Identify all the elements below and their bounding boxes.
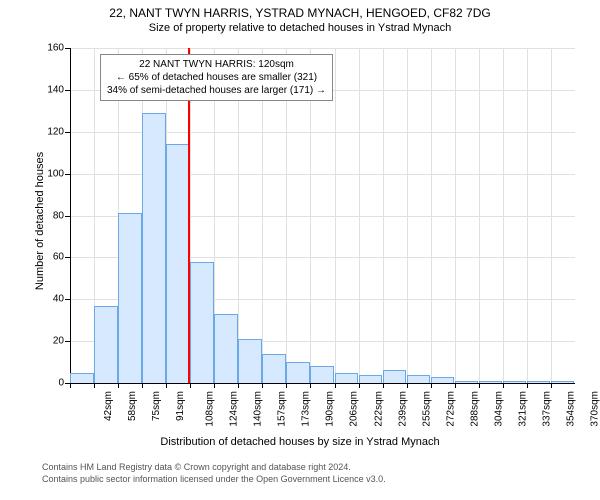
xtick-label: 222sqm — [373, 391, 384, 427]
histogram-bar — [479, 381, 503, 383]
xtick-label: 288sqm — [469, 391, 480, 427]
grid-line-v — [431, 48, 432, 383]
histogram-bar — [455, 381, 479, 383]
xtick-label: 124sqm — [229, 391, 240, 427]
chart-plot-area: 02040608010012014016042sqm58sqm75sqm91sq… — [70, 48, 575, 383]
grid-line-v — [359, 48, 360, 383]
y-axis-line — [70, 48, 71, 383]
xtick-label: 108sqm — [205, 391, 216, 427]
xtick-label: 337sqm — [541, 391, 552, 427]
histogram-bar — [503, 381, 527, 383]
histogram-bar — [142, 113, 166, 383]
grid-line-v — [455, 48, 456, 383]
xtick-label: 157sqm — [277, 391, 288, 427]
xtick-label: 206sqm — [349, 391, 360, 427]
grid-line-v — [407, 48, 408, 383]
x-axis-label: Distribution of detached houses by size … — [0, 436, 600, 448]
xtick-label: 140sqm — [253, 391, 264, 427]
ytick-label: 140 — [36, 84, 64, 95]
histogram-bar — [286, 362, 310, 383]
histogram-bar — [310, 366, 334, 383]
histogram-bar — [527, 381, 551, 383]
xtick-label: 354sqm — [565, 391, 576, 427]
info-box: 22 NANT TWYN HARRIS: 120sqm← 65% of deta… — [100, 54, 333, 101]
xtick-label: 58sqm — [127, 391, 138, 421]
xtick-label: 75sqm — [151, 391, 162, 421]
xtick-label: 173sqm — [301, 391, 312, 427]
chart-subtitle: Size of property relative to detached ho… — [0, 20, 600, 34]
histogram-bar — [359, 375, 383, 383]
chart-title: 22, NANT TWYN HARRIS, YSTRAD MYNACH, HEN… — [0, 0, 600, 20]
grid-line-v — [527, 48, 528, 383]
histogram-bar — [190, 262, 214, 383]
ytick-label: 160 — [36, 43, 64, 54]
grid-line-v — [479, 48, 480, 383]
histogram-bar — [238, 339, 262, 383]
xtick-label: 321sqm — [517, 391, 528, 427]
histogram-bar — [551, 381, 575, 383]
y-axis-label: Number of detached houses — [34, 121, 46, 321]
histogram-bar — [431, 377, 455, 383]
xtick-label: 304sqm — [493, 391, 504, 427]
histogram-bar — [70, 373, 94, 383]
xtick-label: 190sqm — [325, 391, 336, 427]
grid-line-v — [383, 48, 384, 383]
ytick-label: 20 — [36, 336, 64, 347]
xtick-label: 272sqm — [445, 391, 456, 427]
x-axis-line — [70, 383, 575, 384]
info-line-1: 22 NANT TWYN HARRIS: 120sqm — [107, 58, 326, 71]
ytick-label: 0 — [36, 378, 64, 389]
grid-line-v — [551, 48, 552, 383]
xtick-label: 239sqm — [397, 391, 408, 427]
xtick-label: 255sqm — [421, 391, 432, 427]
histogram-bar — [383, 370, 407, 383]
xtick-label: 42sqm — [103, 391, 114, 421]
footer-attribution: Contains HM Land Registry data © Crown c… — [42, 462, 386, 485]
info-line-2: ← 65% of detached houses are smaller (32… — [107, 71, 326, 84]
info-line-3: 34% of semi-detached houses are larger (… — [107, 84, 326, 97]
histogram-bar — [118, 213, 142, 383]
footer-line-2: Contains public sector information licen… — [42, 474, 386, 486]
histogram-bar — [94, 306, 118, 383]
grid-line-v — [335, 48, 336, 383]
grid-line-v — [503, 48, 504, 383]
histogram-bar — [262, 354, 286, 383]
grid-line-h — [70, 48, 575, 49]
xtick-label: 370sqm — [590, 391, 600, 427]
histogram-bar — [335, 373, 359, 383]
footer-line-1: Contains HM Land Registry data © Crown c… — [42, 462, 386, 474]
histogram-bar — [214, 314, 238, 383]
histogram-bar — [407, 375, 431, 383]
histogram-bar — [166, 144, 190, 383]
xtick-label: 91sqm — [175, 391, 186, 421]
